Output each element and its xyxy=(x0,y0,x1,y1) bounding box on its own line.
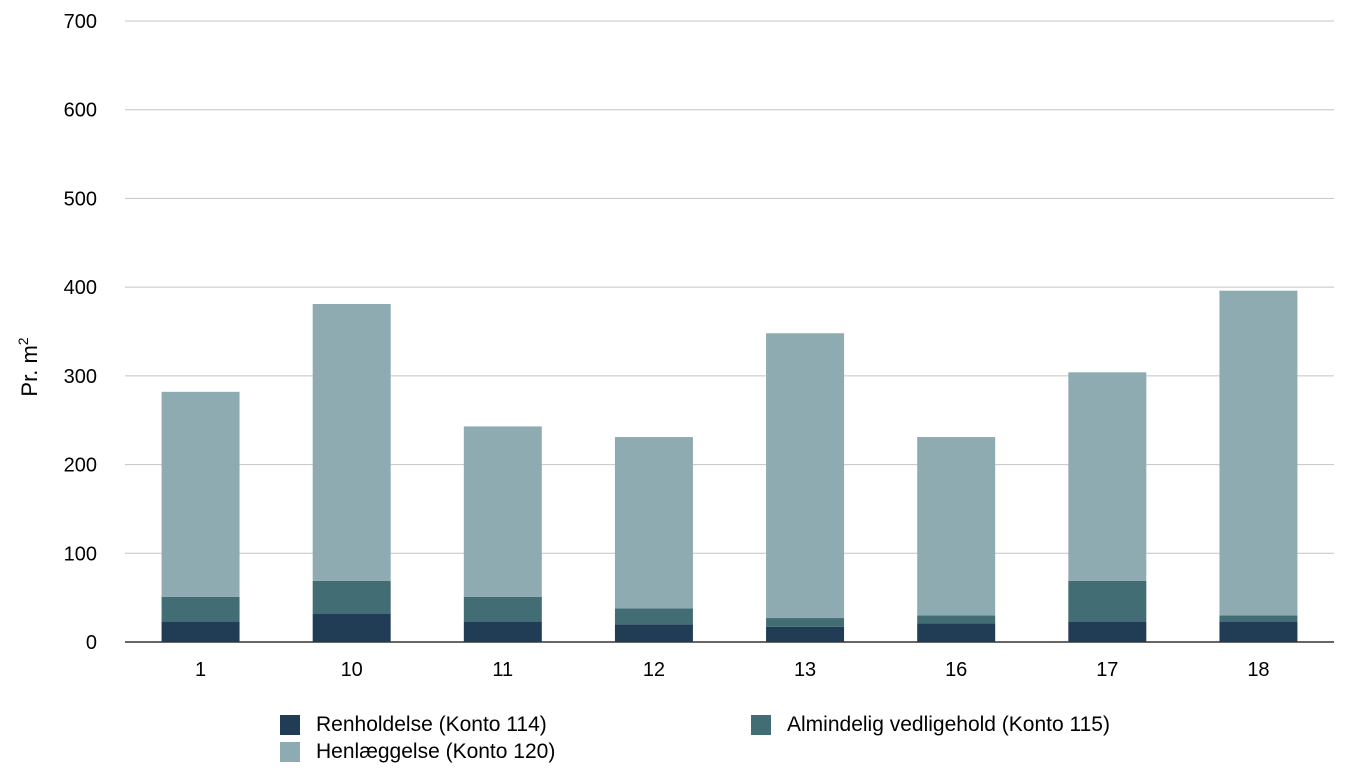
x-tick-label: 16 xyxy=(945,659,967,681)
bar-segment[interactable] xyxy=(463,596,542,622)
y-tick-label: 600 xyxy=(64,100,97,122)
x-tick-label: 1 xyxy=(195,659,206,681)
bar-segment[interactable] xyxy=(1068,372,1147,581)
x-tick-label: 18 xyxy=(1247,659,1269,681)
y-axis-tick-labels: 0 100 200 300 400 500 600 700 xyxy=(64,11,97,654)
y-tick-label: 0 xyxy=(86,632,97,654)
bar-segment[interactable] xyxy=(766,333,845,619)
bar-segment[interactable] xyxy=(312,613,391,642)
bar-segment[interactable] xyxy=(1068,621,1147,642)
bar-segment[interactable] xyxy=(917,623,996,642)
y-tick-label: 200 xyxy=(64,455,97,477)
x-tick-label: 10 xyxy=(341,659,363,681)
y-tick-label: 300 xyxy=(64,366,97,388)
y-tick-label: 700 xyxy=(64,11,97,33)
bar-segment[interactable] xyxy=(1068,580,1147,622)
bar-segment[interactable] xyxy=(614,624,693,642)
bar-segment[interactable] xyxy=(1219,290,1298,616)
bars xyxy=(161,290,1298,642)
bar-segment[interactable] xyxy=(1219,621,1298,642)
legend-swatch xyxy=(280,742,300,762)
x-tick-label: 13 xyxy=(794,659,816,681)
legend-item-renholdelse[interactable]: Renholdelse (Konto 114) xyxy=(280,713,547,737)
stacked-bar-chart: 0 100 200 300 400 500 600 700 1 10 11 12 13 16 17 18 P… xyxy=(15,11,1334,681)
bar-segment[interactable] xyxy=(766,618,845,627)
legend-swatch xyxy=(751,715,771,735)
legend-label: Almindelig vedligehold (Konto 115) xyxy=(787,713,1110,736)
legend-swatch xyxy=(280,715,300,735)
bar-segment[interactable] xyxy=(1219,615,1298,622)
bar-segment[interactable] xyxy=(463,426,542,597)
bar-segment[interactable] xyxy=(766,626,845,642)
legend-item-almindelig-vedligehold[interactable]: Almindelig vedligehold (Konto 115) xyxy=(751,713,1110,737)
legend: Renholdelse (Konto 114) Almindelig vedli… xyxy=(280,713,1280,773)
legend-label: Renholdelse (Konto 114) xyxy=(316,713,547,736)
y-tick-label: 400 xyxy=(64,277,97,299)
gridlines xyxy=(125,20,1334,643)
bar-segment[interactable] xyxy=(161,391,240,597)
legend-label: Henlæggelse (Konto 120) xyxy=(316,740,556,763)
x-tick-label: 17 xyxy=(1096,659,1118,681)
bar-segment[interactable] xyxy=(614,437,693,609)
x-axis-tick-labels: 1 10 11 12 13 16 17 18 xyxy=(195,659,1270,681)
bar-segment[interactable] xyxy=(614,608,693,625)
bar-segment[interactable] xyxy=(312,580,391,614)
y-tick-label: 500 xyxy=(64,188,97,210)
bar-segment[interactable] xyxy=(161,596,240,622)
y-tick-label: 100 xyxy=(64,543,97,565)
x-tick-label: 11 xyxy=(492,659,513,681)
x-tick-label: 12 xyxy=(643,659,665,681)
y-axis-label: Pr. m2 xyxy=(15,337,42,396)
bar-segment[interactable] xyxy=(312,303,391,581)
bar-segment[interactable] xyxy=(463,621,542,642)
bar-segment[interactable] xyxy=(917,615,996,624)
bar-segment[interactable] xyxy=(161,621,240,642)
legend-item-henlaeggelse[interactable]: Henlæggelse (Konto 120) xyxy=(280,740,555,764)
bar-segment[interactable] xyxy=(917,437,996,616)
